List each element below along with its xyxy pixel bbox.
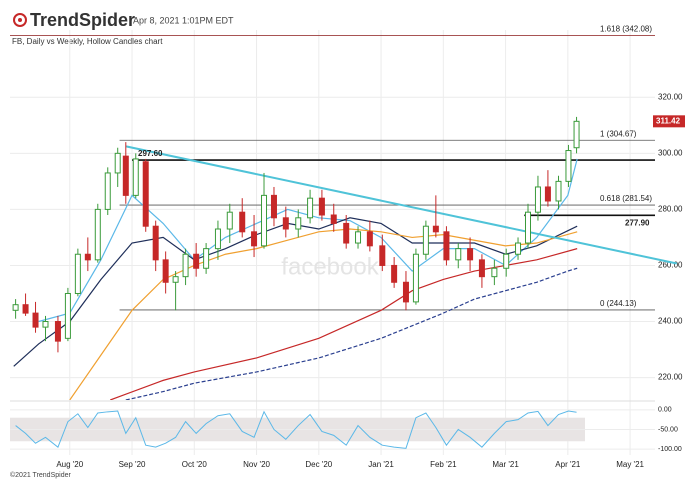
candle-body	[214, 228, 221, 250]
candle-body	[42, 321, 49, 328]
y2-tick-label: -50.00	[658, 426, 678, 433]
candle-body	[282, 217, 289, 230]
y2-tick-label: -100.00	[658, 446, 682, 453]
brand: TrendSpider	[30, 10, 135, 30]
x-tick-label: Dec '20	[305, 460, 332, 469]
candle-body	[443, 231, 450, 261]
candle-body	[366, 231, 373, 247]
price-tag	[653, 115, 685, 128]
candle-body	[544, 186, 551, 202]
candle-body	[524, 211, 531, 244]
candle-body	[251, 231, 258, 247]
candle-body	[343, 222, 350, 244]
candle-body	[534, 186, 541, 213]
y-tick-label: 240.00	[658, 317, 683, 326]
level-label: 1.618 (342.08)	[600, 24, 652, 33]
timestamp: Apr 8, 2021 1:01PM EDT	[133, 15, 234, 25]
indicator-line	[69, 228, 578, 400]
candle-body	[355, 231, 362, 244]
candle-body	[162, 259, 169, 283]
x-tick-label: Jan '21	[368, 460, 394, 469]
level-label: 0.618 (281.54)	[600, 194, 652, 203]
level-label: 1 (304.67)	[600, 129, 637, 138]
x-tick-label: Oct '20	[182, 460, 208, 469]
candle-body	[104, 172, 111, 210]
candle-body	[573, 120, 580, 149]
y-tick-label: 300.00	[658, 148, 683, 157]
candle-body	[455, 248, 462, 261]
y-tick-label: 320.00	[658, 92, 683, 101]
indicator-line	[110, 248, 578, 400]
plot	[10, 34, 677, 400]
y-tick-label: 280.00	[658, 205, 683, 214]
footer: ©2021 TrendSpider	[10, 471, 71, 479]
y2-tick-label: 0.00	[658, 407, 672, 414]
candle-body	[54, 321, 61, 342]
candle-body	[226, 211, 233, 230]
candle-body	[391, 264, 398, 283]
price-tag-label: 311.42	[656, 116, 681, 125]
x-tick-label: Apr '21	[555, 460, 581, 469]
candle-body	[22, 304, 29, 314]
candle-body	[555, 180, 562, 202]
candle-body	[152, 225, 159, 261]
x-tick-label: Mar '21	[492, 460, 519, 469]
candle-body	[478, 259, 485, 278]
watermark: facebook	[281, 253, 379, 280]
candle-body	[182, 253, 189, 278]
candle-body	[32, 312, 39, 328]
candle-body	[402, 281, 409, 303]
candle-body	[515, 242, 522, 255]
indicator-line	[38, 158, 578, 323]
x-tick-label: Aug '20	[56, 460, 83, 469]
candle-body	[467, 248, 474, 261]
candle-body	[239, 211, 246, 233]
x-tick-label: Sep '20	[119, 460, 146, 469]
y-tick-label: 220.00	[658, 373, 683, 382]
y-tick-label: 260.00	[658, 261, 683, 270]
x-tick-label: Nov '20	[243, 460, 270, 469]
candle-body	[114, 152, 121, 174]
candle-body	[432, 225, 439, 233]
x-tick-label: May '21	[616, 460, 644, 469]
candle-body	[261, 194, 268, 247]
level-label: 0 (244.13)	[600, 299, 637, 308]
candle-body	[318, 197, 325, 216]
candle-body	[64, 292, 71, 339]
candle-body	[203, 248, 210, 269]
subtitle: FB, Daily vs Weekly, Hollow Candles char…	[12, 37, 163, 46]
candle-body	[412, 253, 419, 303]
candle-body	[270, 194, 277, 219]
candle-body	[132, 158, 139, 196]
candle-body	[295, 217, 302, 230]
candle-body	[193, 253, 200, 269]
level-label: 297.60	[138, 149, 163, 158]
oscillator-line	[15, 410, 577, 449]
candle-body	[94, 208, 101, 261]
candle-body	[565, 150, 572, 182]
candle-body	[74, 253, 81, 294]
level-label: 277.90	[625, 218, 650, 227]
candle-body	[307, 197, 314, 219]
candle-body	[172, 276, 179, 283]
candle-body	[330, 214, 337, 224]
candle-body	[142, 161, 149, 227]
candle-body	[379, 245, 386, 266]
candle-body	[503, 253, 510, 269]
candle-body	[84, 253, 91, 261]
candle-body	[122, 155, 129, 196]
candle-body	[491, 267, 498, 278]
indicator-line	[125, 145, 677, 265]
logo	[13, 13, 27, 27]
candle-body	[12, 304, 19, 311]
x-tick-label: Feb '21	[430, 460, 457, 469]
indicator-line	[125, 267, 578, 400]
candle-body	[422, 225, 429, 255]
